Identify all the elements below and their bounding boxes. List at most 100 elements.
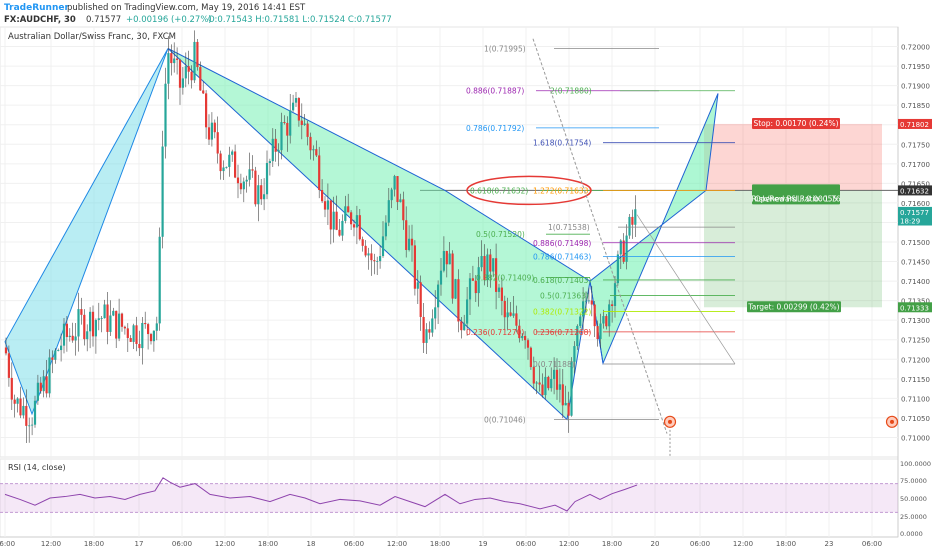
y-tick-label: 0.71050 <box>901 415 930 423</box>
candle-body <box>129 338 132 342</box>
candle-body <box>387 200 390 223</box>
x-tick-label: 12:00 <box>215 540 235 548</box>
candle-body <box>402 199 405 221</box>
candle-body <box>115 310 118 339</box>
candle-body <box>118 313 121 339</box>
candle-body <box>535 382 538 384</box>
candle-body <box>158 236 161 324</box>
candle-body <box>42 376 45 392</box>
grid <box>0 27 898 537</box>
header-ohlc: O:0.71543 H:0.71581 L:0.71524 C:0.71577 <box>208 15 392 25</box>
candle-body <box>65 323 68 338</box>
candle-body <box>83 314 86 340</box>
x-tick-label: 12:00 <box>559 540 579 548</box>
rsi-pane[interactable] <box>0 458 899 538</box>
candle-body <box>300 120 303 125</box>
candle-body <box>352 224 356 228</box>
candle-body <box>599 323 602 340</box>
y-tick-label: 0.71450 <box>901 259 930 267</box>
fib-level-label: 0.382(0.71409) <box>476 274 534 283</box>
candle-body <box>51 357 54 360</box>
candle-body <box>564 402 567 406</box>
candle-body <box>132 325 135 342</box>
candle-body <box>547 376 550 389</box>
candle-body <box>260 185 263 200</box>
candle-body <box>466 299 469 324</box>
candle-body <box>396 176 399 203</box>
annotations: Stop: 0.00170 (0.24%) Opened P&L: 0.00055… <box>466 38 899 457</box>
candle-body <box>602 316 605 324</box>
fib-level-label: 0.382(0.71322) <box>533 308 591 317</box>
candle-body <box>306 123 309 137</box>
candle-body <box>91 311 95 337</box>
candle-body <box>477 267 480 294</box>
candle-body <box>518 325 521 339</box>
candle-body <box>274 138 277 152</box>
candle-body <box>344 206 347 221</box>
x-tick-label: 12:00 <box>387 540 407 548</box>
candle-body <box>373 260 376 262</box>
candle-body <box>62 323 66 346</box>
candle-body <box>289 110 292 136</box>
header-author[interactable]: TradeRunner <box>4 3 69 13</box>
fib-level-label: 0(0.71188) <box>533 360 575 369</box>
target-label: Target: 0.00299 (0.42%) <box>747 302 839 311</box>
x-tick-label: 20 <box>651 540 660 548</box>
rsi-line <box>4 477 638 512</box>
candle-body <box>77 309 80 337</box>
candle-body <box>321 190 324 202</box>
candle-body <box>608 304 611 327</box>
candle-body <box>234 151 237 178</box>
rsi-tick-label: 50.0000 <box>900 495 927 503</box>
candle-body <box>303 123 306 125</box>
candle-body <box>512 313 515 316</box>
candle-body <box>248 169 251 180</box>
candle-body <box>147 324 150 335</box>
y-tick-label: 0.71300 <box>901 317 930 325</box>
candle-body <box>561 384 564 406</box>
candle-body <box>112 310 115 316</box>
candle-body <box>495 258 498 292</box>
candle-body <box>231 151 234 155</box>
fib-level-label: 0.786(0.71792) <box>466 124 524 133</box>
x-tick-label: 06:00 <box>0 540 15 548</box>
time-axis[interactable]: 06:00 12:00 18:00 17 06:00 12:00 18:00 18 06:00 1… <box>0 540 882 548</box>
fib-level-label: 0.618(0.71403) <box>533 276 591 285</box>
y-tick-label: 0.71700 <box>901 161 930 169</box>
candle-body <box>312 149 315 151</box>
target-zone <box>704 190 882 308</box>
candle-body <box>199 67 202 91</box>
price-axis[interactable]: 0.720000.719500.719000.718500.718000.717… <box>898 44 932 443</box>
candle-body <box>10 377 13 400</box>
y-tick-label: 0.71400 <box>901 278 930 286</box>
y-tick-label: 0.71350 <box>901 298 930 306</box>
price-label-bg <box>898 185 932 196</box>
fib-level-label: 0.786(0.71463) <box>533 252 591 261</box>
candle-body <box>326 200 329 210</box>
candle-body <box>155 323 158 331</box>
candle-body <box>141 322 144 349</box>
candle-body <box>184 66 187 79</box>
x-tick-label: 23 <box>825 540 834 548</box>
rsi-tick-label: 25.0000 <box>900 513 927 521</box>
candle-body <box>506 312 509 318</box>
candle-body <box>219 153 222 172</box>
candle-body <box>318 155 321 191</box>
candle-body <box>210 122 213 140</box>
candle-body <box>509 312 512 316</box>
candle-body <box>286 122 289 136</box>
candle-body <box>634 209 637 225</box>
candle-body <box>379 256 382 262</box>
price-label-bg <box>898 118 932 129</box>
candle-body <box>590 300 593 305</box>
candle-body <box>94 319 97 337</box>
candle-body <box>393 176 396 190</box>
cyan-pattern <box>4 48 169 416</box>
candle-body <box>570 361 573 416</box>
x-tick-label: 12:00 <box>41 540 61 548</box>
header-change: +0.00196 (+0.27%) <box>126 15 212 25</box>
candle-body <box>149 334 153 342</box>
rsi-tick-label: 100.0000 <box>900 460 931 468</box>
candle-body <box>242 181 245 190</box>
candle-body <box>492 258 495 272</box>
